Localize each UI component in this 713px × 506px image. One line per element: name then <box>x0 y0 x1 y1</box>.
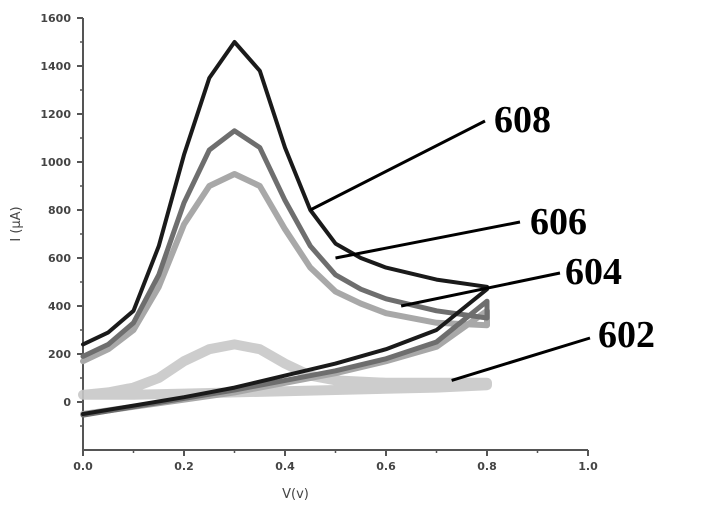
axes: 0 200 400 600 800 1000 1200 1400 1600 0.0 0.2 0.4 0.… <box>40 12 598 473</box>
x-tick-label: 0.4 <box>275 460 295 473</box>
y-tick-label: 1600 <box>40 12 71 25</box>
y-tick-label: 200 <box>48 348 71 361</box>
callout-602-leader <box>451 336 591 382</box>
y-tick-label: 800 <box>48 204 71 217</box>
series-606-line <box>80 128 490 418</box>
callout-602-label: 602 <box>598 314 655 356</box>
series-602-line <box>78 339 492 400</box>
x-tick-label: 0.6 <box>376 460 396 473</box>
y-tick-label: 0 <box>63 396 71 409</box>
x-axis-label: V(v) <box>282 487 309 502</box>
y-tick-label: 400 <box>48 300 71 313</box>
y-tick-label: 1400 <box>40 60 71 73</box>
series-layer <box>78 40 492 418</box>
x-tick-label: 0.8 <box>477 460 497 473</box>
callout-606-label: 606 <box>530 201 587 243</box>
x-tick-label: 0.0 <box>73 460 93 473</box>
y-tick-label: 1200 <box>40 108 71 121</box>
series-608-line <box>81 40 489 416</box>
y-tick-label: 1000 <box>40 156 71 169</box>
callout-layer: 608 606 604 602 <box>309 99 655 382</box>
callout-604-leader <box>400 271 561 308</box>
y-tick-label: 600 <box>48 252 71 265</box>
callout-604-label: 604 <box>565 251 622 293</box>
callout-606-leader <box>335 220 521 260</box>
x-tick-label: 1.0 <box>578 460 598 473</box>
x-tick-label: 0.2 <box>174 460 194 473</box>
callout-608-leader <box>309 119 486 212</box>
y-axis-label: I (μA) <box>9 206 24 241</box>
callout-608-label: 608 <box>494 99 551 141</box>
